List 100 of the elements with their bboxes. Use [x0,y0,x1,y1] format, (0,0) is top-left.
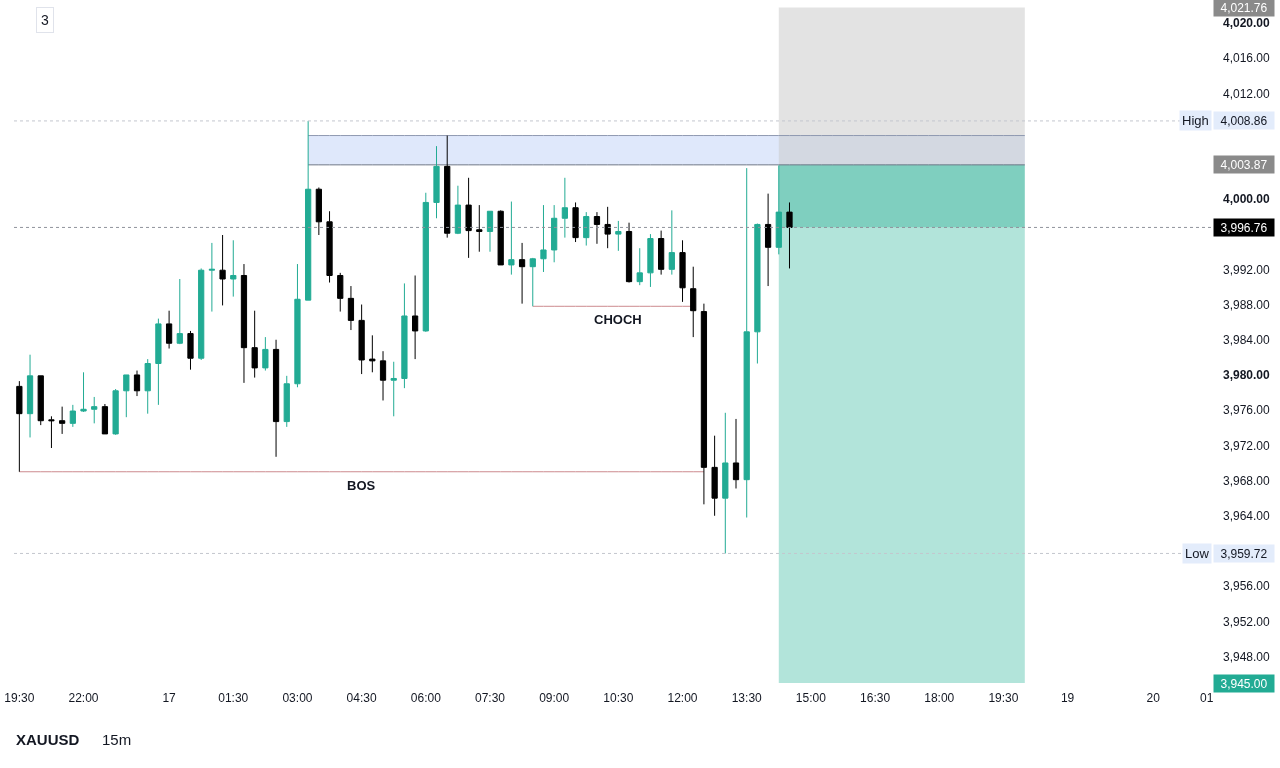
candlestick [347,285,355,331]
candlestick [198,267,205,361]
x-tick-label: 22:00 [68,691,99,705]
y-tick-label: 4,020.00 [1223,16,1271,31]
candlestick [240,263,248,384]
y-tick-label: 3,972.00 [1223,438,1271,453]
candlestick [369,334,376,373]
text: 15m [102,731,132,748]
candlestick [144,358,151,415]
candlestick [251,310,258,379]
candlestick [743,167,750,519]
candlestick [401,282,408,389]
x-tick-label: 07:30 [474,691,506,705]
x-tick-label: 01 [1199,691,1214,705]
candlestick [101,403,109,435]
annotation: BOS [347,478,376,493]
y-tick-label: 4,016.00 [1223,51,1271,66]
candlestick [786,201,793,269]
x-tick-label: 19 [1060,691,1075,705]
candlestick [230,239,237,298]
candlestick [305,120,312,301]
candlestick [37,375,44,426]
candlestick [358,304,365,375]
candlestick [764,193,772,287]
candlestick [294,263,301,388]
x-tick-label: 09:00 [539,691,570,705]
x-tick-label: 01:30 [218,691,249,705]
candlestick [48,415,55,449]
candlestick [69,404,76,428]
x-tick-label: 16:30 [860,691,891,705]
x-tick-label: 13:30 [731,691,763,705]
candlestick [625,222,633,284]
candlestick [700,303,708,505]
candlestick [722,412,729,554]
candlestick [272,339,280,458]
candlestick [572,201,579,243]
x-tick-label: 10:30 [603,691,634,705]
candlestick [123,374,130,418]
candlestick [518,242,526,305]
x-tick-label: 12:00 [667,691,698,705]
candlestick [326,210,333,284]
annotation: CHOCH [594,312,642,327]
candlestick [551,204,558,263]
x-tick-label: 15:00 [795,691,827,705]
candlestick [444,135,451,239]
candlestick [283,375,290,428]
candlestick [176,278,183,345]
y-tick-label: 3,980.00 [1223,368,1271,383]
candlestick [497,209,504,266]
candlestick [583,211,590,247]
x-tick-label: 18:00 [924,691,955,705]
candlestick [454,185,462,235]
candlestick [540,204,547,273]
candlestick [433,145,440,219]
y-tick-label: 3,964.00 [1223,508,1271,523]
candlestick [59,406,66,435]
candlestick [208,242,215,313]
candlestick [679,239,686,303]
candlestick [26,354,34,438]
candlestick [593,211,601,245]
candlestick [476,204,483,253]
candlestick [390,361,397,417]
annotation: 3 [41,12,49,28]
candlestick [732,418,740,489]
y-tick-label: 4,003.87 [1220,157,1268,172]
candlestick [636,247,643,286]
y-tick-label: 4,008.86 [1220,113,1268,128]
y-tick-label: 3,976.00 [1223,403,1271,418]
y-tick-label: 3,959.72 [1220,546,1268,561]
candlestick [604,206,611,249]
y-tick-label: 3,996.76 [1220,220,1268,235]
candlestick [615,220,622,252]
y-tick-label: 3,952.00 [1223,614,1271,629]
candlestick [668,209,675,276]
y-tick-label: 4,000.00 [1223,192,1271,207]
candlestick [315,186,322,236]
candlestick [187,330,194,371]
y-tick-label: 3,956.00 [1223,579,1271,594]
candlestick [379,350,387,401]
candlestick [647,233,654,288]
y-tick-label: 4,021.76 [1220,0,1268,15]
y-tick-label: 4,012.00 [1223,86,1271,101]
candlestick [412,274,419,360]
y-tick-label: 3,984.00 [1223,332,1271,347]
y-tick-label: 3,948.00 [1223,649,1271,664]
text: XAUUSD [16,731,80,748]
candlestick [529,257,536,307]
x-tick-label: 06:00 [410,691,442,705]
candlestick [219,234,226,306]
candlestick [465,177,472,259]
candlestick [133,370,141,397]
candlestick [165,310,173,350]
x-tick-label: 04:30 [346,691,377,705]
candlestick [486,210,494,253]
candlestick [80,371,87,413]
y-tick-label: 3,968.00 [1223,473,1271,488]
candlestick [155,318,162,406]
candlestick [561,177,568,239]
candlestick [508,201,515,276]
x-tick-label: 19:30 [988,691,1019,705]
